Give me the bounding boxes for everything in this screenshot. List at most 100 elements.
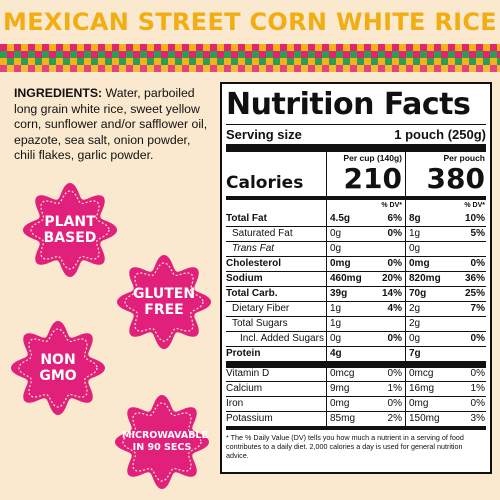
amount-per-pouch: 0mcg bbox=[405, 367, 445, 381]
dv-per-pouch: 0% bbox=[470, 333, 485, 344]
flower-badge-icon bbox=[115, 395, 209, 489]
dv-header: % DV* bbox=[326, 200, 405, 212]
dv-per-cup bbox=[364, 242, 405, 256]
nutrient-name: Saturated Fat bbox=[232, 228, 293, 239]
amount-per-pouch: 0g bbox=[405, 242, 445, 256]
amount-per-cup: 9mg bbox=[326, 382, 364, 396]
dv-per-pouch: 3% bbox=[470, 413, 485, 424]
pattern-stripe bbox=[0, 58, 500, 65]
nutrient-name: Sodium bbox=[226, 273, 263, 284]
dv-footnote: * The % Daily Value (DV) tells you how m… bbox=[226, 433, 464, 460]
nutrient-row: Trans Fat 0g 0g bbox=[226, 241, 486, 256]
amount-per-cup: 39g bbox=[326, 287, 364, 301]
nutrient-row: Total Sugars 1g 2g bbox=[226, 316, 486, 331]
product-title: MEXICAN STREET CORN WHITE RICE bbox=[3, 8, 497, 36]
dv-per-pouch: 0% bbox=[470, 398, 485, 409]
dv-per-cup bbox=[364, 317, 405, 331]
nutrient-name: Calcium bbox=[226, 383, 263, 394]
amount-per-cup: 4.5g bbox=[326, 212, 364, 226]
per-pouch-header: Per pouch bbox=[405, 152, 486, 164]
nutrient-row: Sodium 460mg 20% 820mg 36% bbox=[226, 271, 486, 286]
calories-row: Calories 210 380 bbox=[226, 164, 486, 196]
dv-per-pouch: 25% bbox=[464, 288, 485, 299]
amount-per-pouch: 2g bbox=[405, 317, 445, 331]
ingredients-label: INGREDIENTS: bbox=[14, 86, 103, 100]
amount-per-pouch: 0g bbox=[405, 332, 445, 346]
dv-per-cup: 0% bbox=[387, 258, 402, 269]
dv-per-cup: 20% bbox=[381, 273, 402, 284]
badge-label: PLANT BASED bbox=[43, 214, 97, 246]
dv-per-pouch bbox=[445, 347, 486, 361]
nutrient-name: Vitamin D bbox=[226, 368, 270, 379]
pattern-stripe bbox=[0, 65, 500, 72]
dv-per-cup: 0% bbox=[387, 368, 402, 379]
dv-per-pouch: 1% bbox=[470, 383, 485, 394]
amount-per-pouch: 70g bbox=[405, 287, 445, 301]
dv-per-pouch: 0% bbox=[470, 368, 485, 379]
dv-per-cup: 0% bbox=[387, 398, 402, 409]
flower-badge-icon bbox=[11, 321, 105, 415]
nutrient-name: Iron bbox=[226, 398, 244, 409]
nutrient-name: Total Sugars bbox=[232, 318, 288, 329]
amount-per-pouch: 2g bbox=[405, 302, 445, 316]
dv-header: % DV* bbox=[405, 200, 486, 212]
nutrient-row: Total Carb. 39g 14% 70g 25% bbox=[226, 286, 486, 301]
serving-size-label: Serving size bbox=[226, 127, 302, 142]
amount-per-cup: 0mg bbox=[326, 397, 364, 411]
nutrient-row: Protein 4g 7g bbox=[226, 346, 486, 361]
badge-label: MICROWAVABLE IN 90 SECS bbox=[122, 430, 208, 453]
ingredients-list: Water, parboiled long grain white rice, … bbox=[14, 86, 208, 162]
amount-per-pouch: 7g bbox=[405, 347, 445, 361]
amount-per-cup: 0g bbox=[326, 227, 364, 241]
amount-per-cup: 85mg bbox=[326, 412, 364, 426]
nutrient-row: Vitamin D 0mcg 0% 0mcg 0% bbox=[226, 367, 486, 381]
amount-per-cup: 460mg bbox=[326, 272, 364, 286]
dv-per-cup: 14% bbox=[381, 288, 402, 299]
nutrient-row: Potassium 85mg 2% 150mg 3% bbox=[226, 411, 486, 426]
nutrient-name: Total Fat bbox=[226, 213, 267, 224]
amount-per-cup: 0g bbox=[326, 242, 364, 256]
dv-per-pouch: 36% bbox=[464, 273, 485, 284]
amount-per-cup: 4g bbox=[326, 347, 364, 361]
badge-label: GLUTEN FREE bbox=[132, 286, 196, 318]
dv-per-cup: 6% bbox=[387, 213, 402, 224]
nutrition-facts-panel: Nutrition Facts Serving size 1 pouch (25… bbox=[220, 82, 492, 474]
dv-per-pouch: 10% bbox=[464, 213, 485, 224]
dv-per-pouch: 0% bbox=[470, 258, 485, 269]
amount-per-pouch: 16mg bbox=[405, 382, 445, 396]
nutrient-name: Trans Fat bbox=[232, 243, 275, 254]
flower-badge-icon bbox=[23, 183, 117, 277]
amount-per-pouch: 150mg bbox=[405, 412, 445, 426]
nutrient-row: Saturated Fat 0g 0% 1g 5% bbox=[226, 226, 486, 241]
calories-label: Calories bbox=[226, 173, 304, 193]
nutrient-row: Iron 0mg 0% 0mg 0% bbox=[226, 396, 486, 411]
pattern-stripe bbox=[0, 51, 500, 58]
nutrient-name: Total Carb. bbox=[226, 288, 278, 299]
nutrient-name: Cholesterol bbox=[226, 258, 282, 269]
amount-per-pouch: 0mg bbox=[405, 397, 445, 411]
calories-per-pouch: 380 bbox=[405, 164, 486, 196]
calories-per-cup: 210 bbox=[326, 164, 405, 196]
amount-per-cup: 0mcg bbox=[326, 367, 364, 381]
nutrient-name: Protein bbox=[226, 348, 261, 359]
nutrient-name: Dietary Fiber bbox=[232, 303, 290, 314]
dv-per-cup: 0% bbox=[387, 228, 402, 239]
dv-per-pouch: 7% bbox=[470, 303, 485, 314]
dv-header-row: % DV* % DV* bbox=[226, 196, 486, 212]
nutrient-name: Potassium bbox=[226, 413, 273, 424]
dv-per-cup: 0% bbox=[387, 333, 402, 344]
pattern-stripe bbox=[0, 44, 500, 51]
nutrient-row: Dietary Fiber 1g 4% 2g 7% bbox=[226, 301, 486, 316]
nutrient-row: Calcium 9mg 1% 16mg 1% bbox=[226, 381, 486, 396]
plant-based-badge: PLANT BASED bbox=[20, 180, 120, 280]
dv-per-pouch bbox=[445, 242, 486, 256]
serving-size-row: Serving size 1 pouch (250g) bbox=[226, 125, 486, 144]
serving-size-value: 1 pouch (250g) bbox=[394, 127, 486, 142]
dv-per-cup bbox=[364, 347, 405, 361]
microwavable-badge: MICROWAVABLE IN 90 SECS bbox=[112, 392, 212, 492]
amount-per-pouch: 1g bbox=[405, 227, 445, 241]
nutrient-name: Incl. Added Sugars bbox=[240, 333, 324, 344]
amount-per-cup: 0g bbox=[326, 332, 364, 346]
column-header-row: Per cup (140g) Per pouch bbox=[226, 152, 486, 164]
amount-per-cup: 1g bbox=[326, 302, 364, 316]
